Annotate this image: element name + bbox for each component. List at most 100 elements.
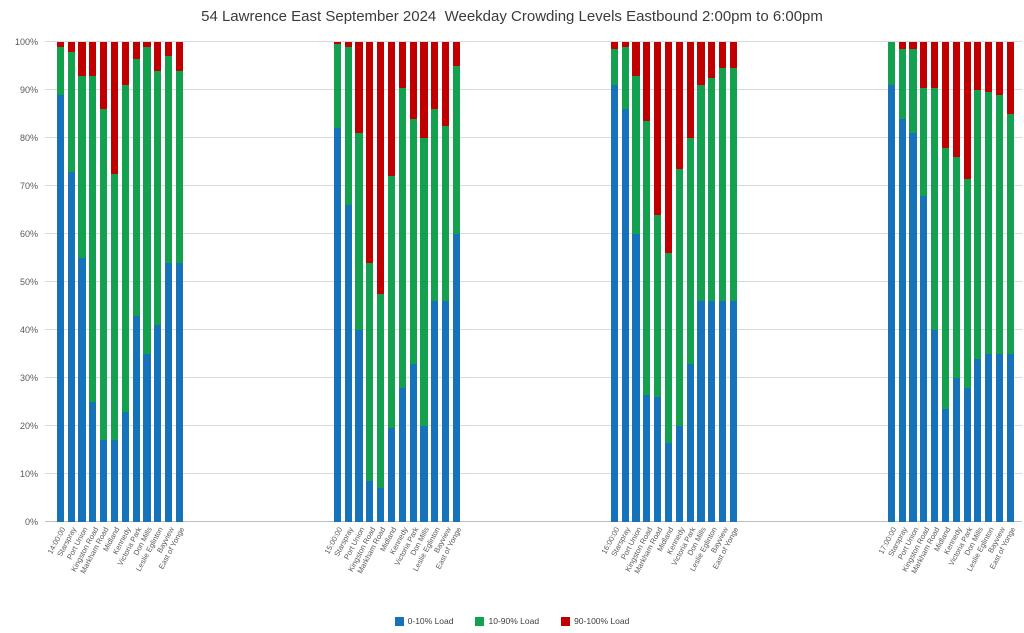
bar-segment-0-10-load xyxy=(442,301,450,522)
stacked-bar xyxy=(610,42,618,522)
bar-segment-90-100-load xyxy=(100,42,108,110)
bar-segment-90-100-load xyxy=(398,42,406,88)
bar-slot: Midland xyxy=(101,42,122,553)
legend-label: 0-10% Load xyxy=(407,616,454,626)
bar-segment-0-10-load xyxy=(963,387,971,522)
y-axis-label: 0% xyxy=(24,517,38,527)
bar-group-15-00-00: 15:00:00 Starspray Port Union Kingston Road… xyxy=(323,42,464,575)
bar-segment-10-90-load xyxy=(409,118,417,364)
bar-slot: Markham Road xyxy=(356,42,388,575)
bar-slot: Markham Road xyxy=(79,42,111,575)
bar-segment-10-90-load xyxy=(920,87,928,196)
gridline xyxy=(45,329,1022,330)
gridline xyxy=(45,137,1022,138)
stacked-bar xyxy=(708,42,716,522)
bar-segment-90-100-load xyxy=(420,42,428,138)
bar-segment-90-100-load xyxy=(632,42,640,76)
bar-segment-10-90-load xyxy=(654,214,662,398)
chart-title: 54 Lawrence East September 2024 Weekday … xyxy=(201,8,823,25)
y-axis-label: 20% xyxy=(19,421,38,431)
bar-segment-0-10-load xyxy=(344,205,352,522)
y-axis-label: 30% xyxy=(19,373,38,383)
legend-label: 90-100% Load xyxy=(574,616,630,626)
bar-segment-90-100-load xyxy=(952,42,960,158)
bar-segment-10-90-load xyxy=(941,147,949,410)
bar-segment-0-10-load xyxy=(708,301,716,522)
bar-slot: Victoria Park xyxy=(946,42,974,567)
bar-segment-0-10-load xyxy=(89,402,97,522)
stacked-bar xyxy=(941,42,949,522)
stacked-bar xyxy=(909,42,917,522)
bar-segment-90-100-load xyxy=(409,42,417,119)
stacked-bar xyxy=(675,42,683,522)
plot-area: 14:00:00 Starspray Port Union Kingston Road… xyxy=(45,41,1022,575)
gridline xyxy=(45,377,1022,378)
stacked-bar xyxy=(719,42,727,522)
bar-segment-10-90-load xyxy=(132,58,140,316)
bar-segment-0-10-load xyxy=(985,354,993,522)
stacked-bar xyxy=(920,42,928,522)
bar-slot: East of Yonge xyxy=(711,42,741,571)
legend-label: 10-90% Load xyxy=(488,616,540,626)
bar-segment-90-100-load xyxy=(143,42,151,47)
stacked-bar xyxy=(355,42,363,522)
bar-segment-0-10-load xyxy=(643,394,651,522)
bar-segment-90-100-load xyxy=(920,42,928,88)
gridline xyxy=(45,425,1022,426)
bar-slot: Leslie Eglinton xyxy=(965,42,996,573)
bar-segment-0-10-load xyxy=(431,301,439,522)
bar-segment-90-100-load xyxy=(963,42,971,179)
bar-slot: Midland xyxy=(932,42,953,553)
bar-slot: Leslie Eglinton xyxy=(688,42,719,573)
stacked-bar xyxy=(729,42,737,522)
bar-slot: 14:00:00 xyxy=(46,42,67,556)
bar-segment-10-90-load xyxy=(452,66,461,234)
y-axis-label: 10% xyxy=(19,469,38,479)
bar-segment-10-90-load xyxy=(610,49,618,86)
y-axis-label: 70% xyxy=(19,181,38,191)
bar-segment-10-90-load xyxy=(89,75,97,402)
bar-segment-0-10-load xyxy=(686,363,694,522)
bar-segment-10-90-load xyxy=(909,49,917,134)
bar-segment-90-100-load xyxy=(110,42,119,175)
bar-slot: Kennedy xyxy=(111,42,132,556)
bar-segment-0-10-load xyxy=(420,426,428,522)
bar-group-17-00-00: 17:00:00 Starspray Port Union Kingston Road… xyxy=(877,42,1017,575)
stacked-bar xyxy=(377,42,385,522)
legend-swatch xyxy=(561,616,571,626)
stacked-bar xyxy=(952,42,960,522)
stacked-bar xyxy=(442,42,450,522)
bar-segment-0-10-load xyxy=(67,171,75,522)
bar-slot: Victoria Park xyxy=(392,42,420,567)
bar-segment-0-10-load xyxy=(121,411,129,522)
bar-segment-10-90-load xyxy=(686,138,694,364)
bar-segment-0-10-load xyxy=(175,262,184,522)
bar-segment-0-10-load xyxy=(154,325,162,522)
bar-segment-90-100-load xyxy=(985,42,993,93)
bar-segment-10-90-load xyxy=(175,70,184,263)
legend: 0-10% Load 10-90% Load 90-100% Load xyxy=(0,616,1024,626)
bar-segment-90-100-load xyxy=(654,42,662,215)
bar-segment-90-100-load xyxy=(344,42,352,47)
bar-segment-0-10-load xyxy=(100,440,108,522)
bar-segment-90-100-load xyxy=(1006,42,1014,114)
bar-segment-10-90-load xyxy=(110,174,119,441)
stacked-bar xyxy=(974,42,982,522)
bar-segment-0-10-load xyxy=(632,234,640,522)
gridline xyxy=(45,233,1022,234)
bar-group-16-00-00: 16:00:00 Starspray Port Union Kingston Road… xyxy=(600,42,741,575)
bar-segment-90-100-load xyxy=(643,42,651,122)
stacked-bar xyxy=(985,42,993,522)
bar-slot: Don Mills xyxy=(686,42,708,557)
bar-segment-10-90-load xyxy=(165,56,173,263)
bar-segment-0-10-load xyxy=(110,440,119,522)
stacked-bar xyxy=(621,42,629,522)
bar-segment-10-90-load xyxy=(632,75,640,234)
bar-slot: Leslie Eglinton xyxy=(134,42,165,573)
y-axis-label: 40% xyxy=(19,325,38,335)
bar-segment-90-100-load xyxy=(675,42,683,170)
bar-slot: Markham Road xyxy=(910,42,942,575)
stacked-bar xyxy=(132,42,140,522)
bar-segment-0-10-load xyxy=(996,354,1004,522)
bar-segment-10-90-load xyxy=(121,85,129,412)
